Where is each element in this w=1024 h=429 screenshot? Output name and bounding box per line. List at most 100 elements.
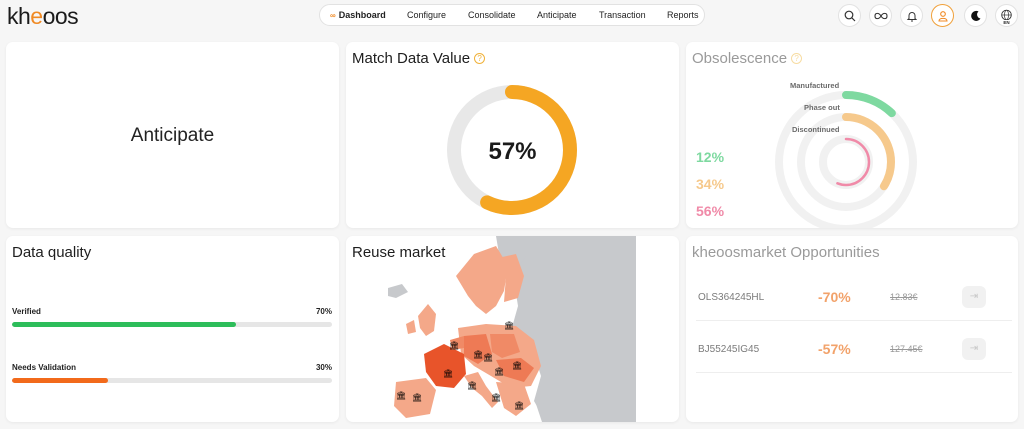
bank-icon: 🏛 (396, 391, 406, 400)
data-quality-card[interactable]: Data quality Verified 70% Needs Validati… (6, 236, 339, 422)
infinity-icon: ∞ (330, 11, 336, 20)
match-data-value-card[interactable]: Match Data Value? 57% (346, 42, 679, 228)
search-icon (844, 10, 855, 21)
reuse-market-card[interactable]: 🏛 🏛 🏛 🏛 🏛 🏛 🏛 🏛 🏛 🏛 🏛 🏛 Reuse market (346, 236, 679, 422)
row-divider (696, 372, 1012, 373)
language-button[interactable]: EN (995, 4, 1018, 27)
verified-pct: 70% (315, 307, 332, 316)
needs-validation-bar-fill (12, 378, 108, 383)
europe-map[interactable]: 🏛 🏛 🏛 🏛 🏛 🏛 🏛 🏛 🏛 🏛 🏛 🏛 (346, 236, 679, 422)
anticipate-card[interactable]: Anticipate (6, 42, 339, 228)
info-icon[interactable]: ? (791, 53, 803, 64)
map-region-benelux (450, 336, 464, 350)
kheoos-logo[interactable]: kheoos (7, 3, 79, 29)
bank-icon: 🏛 (491, 393, 501, 402)
profile-button[interactable] (931, 4, 954, 27)
arrow-right-icon: ⇥ (969, 343, 979, 354)
opportunity-price: 127.45€ (890, 344, 923, 354)
manufactured-ring-arc (775, 91, 917, 228)
map-region-italy (464, 372, 498, 408)
user-icon (937, 10, 948, 22)
opportunity-discount: -70% (818, 289, 851, 305)
obsolescence-ring-chart (775, 91, 917, 228)
language-code: EN (1003, 20, 1010, 25)
nav-anticipate[interactable]: Anticipate (537, 10, 577, 20)
nav-transaction[interactable]: Transaction (599, 10, 646, 20)
discontinued-ring-arc (821, 137, 871, 187)
map-region-ireland (406, 320, 416, 334)
opportunity-action-button[interactable]: ⇥ (962, 338, 986, 360)
obsolescence-card[interactable]: Obsolescence? Manufactured Phase out Dis… (686, 42, 1018, 228)
map-region-finland (498, 254, 524, 302)
match-card-title: Match Data Value? (352, 50, 486, 67)
map-region-east (511, 236, 636, 422)
info-icon[interactable]: ? (474, 53, 486, 64)
manufactured-label: Manufactured (790, 81, 840, 90)
match-ring-chart (447, 85, 577, 215)
obsolescence-title: Obsolescence? (692, 50, 803, 67)
bank-icon: 🏛 (514, 401, 524, 410)
bank-icon: 🏛 (494, 367, 504, 376)
bank-icon: 🏛 (504, 321, 514, 330)
opportunities-card[interactable]: kheoosmarket Opportunities OLS364245HL -… (686, 236, 1018, 422)
discontinued-label: Discontinued (792, 125, 840, 134)
opportunity-row[interactable]: OLS364245HL -70% 12.83€ ⇥ (686, 275, 1018, 321)
verified-label: Verified (12, 307, 41, 316)
globe-icon (1001, 9, 1012, 21)
row-divider (696, 320, 1012, 321)
marketplace-button[interactable] (869, 4, 892, 27)
map-region-germany (464, 334, 492, 364)
nav-reports[interactable]: Reports (667, 10, 699, 20)
opportunities-title: kheoosmarket Opportunities (692, 244, 880, 261)
nav-consolidate[interactable]: Consolidate (468, 10, 516, 20)
match-value: 57% (488, 138, 537, 165)
needs-validation-label: Needs Validation (12, 363, 77, 372)
infinity-icon (873, 12, 888, 19)
phase-out-label: Phase out (804, 103, 840, 112)
needs-validation-pct: 30% (315, 363, 332, 372)
opportunity-discount: -57% (818, 341, 851, 357)
notifications-button[interactable] (900, 4, 923, 27)
map-region-scandinavia (456, 246, 508, 314)
map-region-uk (418, 304, 436, 336)
bank-icon: 🏛 (473, 350, 483, 359)
phase-out-pct: 34% (696, 176, 725, 192)
needs-validation-bar (12, 378, 332, 383)
map-region-iceland (388, 284, 408, 298)
bank-icon: 🏛 (467, 381, 477, 390)
map-region-poland (490, 334, 520, 358)
match-ring-arc (447, 85, 577, 215)
manufactured-pct: 12% (696, 149, 725, 165)
bell-icon (906, 11, 917, 21)
bank-icon: 🏛 (449, 341, 459, 350)
search-button[interactable] (838, 4, 861, 27)
nav-dashboard[interactable]: ∞ Dashboard (330, 10, 386, 20)
opportunity-price: 12.83€ (890, 292, 918, 302)
map-region-iberia (394, 378, 436, 418)
map-region-balkans (496, 382, 531, 416)
map-region-france (424, 344, 466, 388)
map-region-hungary (496, 358, 534, 382)
opportunity-code: OLS364245HL (698, 292, 765, 303)
map-region-turkey (536, 400, 608, 422)
reuse-market-title: Reuse market (352, 244, 446, 261)
top-bar: kheoos ∞ Dashboard Configure Consolidate … (0, 0, 1024, 34)
bank-icon: 🏛 (443, 369, 453, 378)
discontinued-pct: 56% (696, 203, 725, 219)
opportunity-code: BJ55245IG45 (698, 344, 760, 355)
opportunity-row[interactable]: BJ55245IG45 -57% 127.45€ ⇥ (686, 327, 1018, 373)
bank-icon: 🏛 (412, 393, 422, 402)
arrow-right-icon: ⇥ (969, 291, 979, 302)
nav-configure[interactable]: Configure (407, 10, 447, 20)
moon-icon (970, 10, 980, 21)
verified-bar (12, 322, 332, 327)
verified-bar-fill (12, 322, 236, 327)
opportunity-action-button[interactable]: ⇥ (962, 286, 986, 308)
anticipate-label: Anticipate (130, 125, 215, 146)
main-nav: ∞ Dashboard Configure Consolidate Anticip… (319, 4, 705, 26)
data-quality-title: Data quality (12, 244, 92, 261)
bank-icon: 🏛 (512, 361, 522, 370)
bank-icon: 🏛 (483, 353, 493, 362)
phase-out-ring-arc (797, 113, 895, 211)
theme-toggle-button[interactable] (964, 4, 987, 27)
